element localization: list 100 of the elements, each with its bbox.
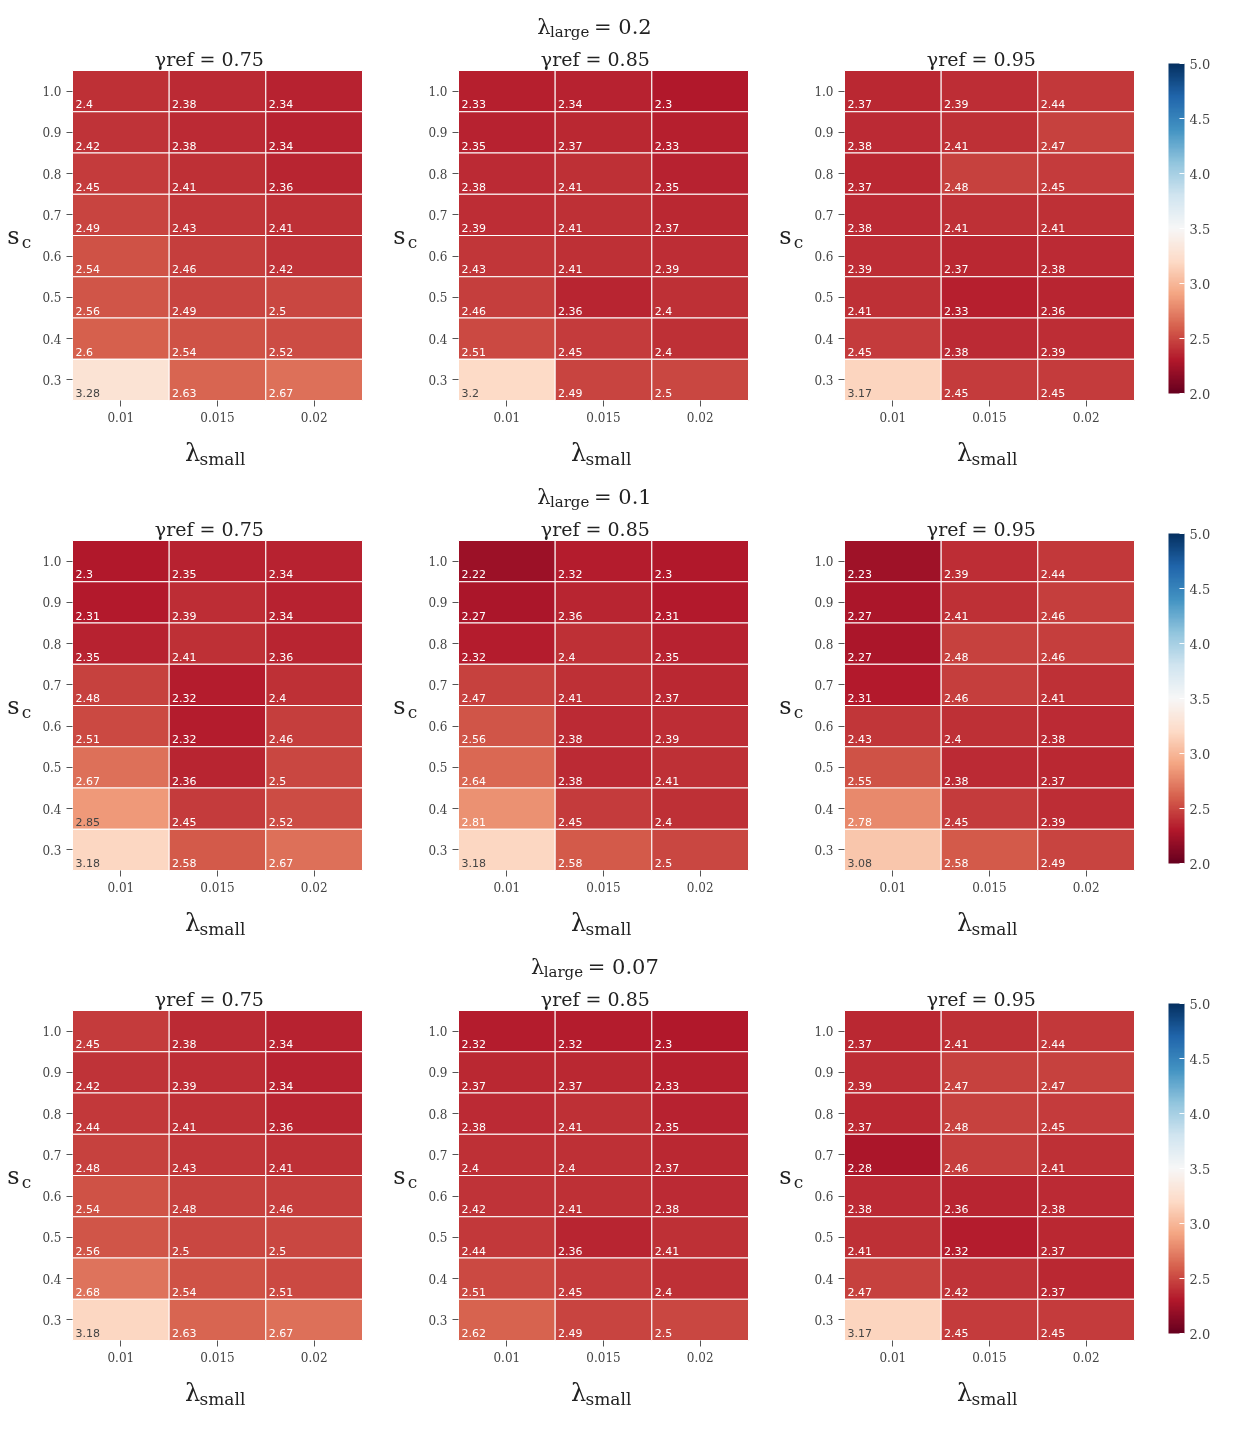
x-tick-label: 0.01 xyxy=(493,410,521,425)
y-tick-label: 0.4 xyxy=(814,332,834,347)
data-label: 2.32 xyxy=(172,692,197,706)
data-label: 2.54 xyxy=(75,1203,100,1217)
data-label: 2.38 xyxy=(172,1038,197,1052)
y-tick-label: 0.3 xyxy=(814,843,834,858)
x-tick-label: 0.01 xyxy=(493,1350,521,1365)
y-tick-label: 0.7 xyxy=(428,1148,448,1163)
color-bar-label: 4.5 xyxy=(1189,111,1211,127)
data-label: 2.34 xyxy=(268,139,294,153)
data-label: 2.34 xyxy=(268,1038,294,1052)
data-label: 2.48 xyxy=(172,1203,197,1217)
y-tick-label: 0.8 xyxy=(42,167,62,182)
data-label: 2.45 xyxy=(1040,387,1066,401)
data-label: 2.22 xyxy=(461,568,486,582)
x-tick-label: 0.01 xyxy=(107,410,135,425)
data-label: 2.37 xyxy=(1040,1285,1066,1299)
data-label: 2.37 xyxy=(1040,1244,1066,1258)
data-label: 2.39 xyxy=(654,733,680,747)
y-tick-label: 0.9 xyxy=(42,126,62,141)
data-label: 2.85 xyxy=(75,815,100,829)
color-bar-label: 5.0 xyxy=(1189,56,1211,72)
x-tick-label: 0.015 xyxy=(200,880,235,895)
y-tick-label: 0.8 xyxy=(428,1107,448,1122)
data-label: 2.31 xyxy=(847,692,872,706)
data-label: 2.48 xyxy=(944,180,969,194)
data-label: 2.35 xyxy=(654,1120,680,1134)
data-label: 2.33 xyxy=(461,98,486,112)
y-tick-label: 0.6 xyxy=(428,250,448,265)
chart-title: γref = 0.75 xyxy=(154,517,264,540)
data-label: 2.68 xyxy=(75,1285,100,1299)
data-label: 2.41 xyxy=(944,139,969,153)
data-label: 2.51 xyxy=(268,1285,294,1299)
data-label: 2.55 xyxy=(847,774,872,788)
data-label: 3.18 xyxy=(461,857,486,871)
y-tick-label: 0.3 xyxy=(814,1313,834,1328)
data-label: 2.41 xyxy=(1040,1162,1066,1176)
y-tick-label: 0.7 xyxy=(42,208,62,223)
data-label: 2.41 xyxy=(558,692,583,706)
data-label: 2.41 xyxy=(654,774,680,788)
data-label: 2.81 xyxy=(461,815,486,829)
color-bar-label: 4.0 xyxy=(1189,1106,1211,1122)
data-label: 2.41 xyxy=(268,222,294,236)
data-label: 2.43 xyxy=(461,263,486,277)
data-label: 2.38 xyxy=(558,733,583,747)
data-label: 2.39 xyxy=(172,609,197,623)
data-label: 2.52 xyxy=(268,345,294,359)
data-label: 2.39 xyxy=(1040,345,1066,359)
data-label: 2.42 xyxy=(75,139,100,153)
y-tick-label: 0.5 xyxy=(428,761,448,776)
data-label: 2.5 xyxy=(268,304,287,318)
data-label: 2.41 xyxy=(172,180,197,194)
y-tick-label: 0.5 xyxy=(428,1231,448,1246)
data-label: 2.4 xyxy=(558,650,576,664)
data-label: 2.48 xyxy=(944,1120,969,1134)
data-label: 3.28 xyxy=(75,387,100,401)
y-tick-label: 0.8 xyxy=(428,167,448,182)
data-label: 2.38 xyxy=(1040,733,1066,747)
y-tick-label: 0.3 xyxy=(42,1313,62,1328)
y-tick-label: 0.6 xyxy=(814,1190,834,1205)
data-label: 2.4 xyxy=(944,733,962,747)
data-label: 2.27 xyxy=(847,650,872,664)
x-tick-label: 0.02 xyxy=(686,1350,714,1365)
data-label: 2.44 xyxy=(1040,568,1066,582)
y-tick-label: 0.8 xyxy=(814,1107,834,1122)
data-label: 2.23 xyxy=(847,568,872,582)
data-label: 2.5 xyxy=(654,387,673,401)
data-label: 2.54 xyxy=(172,345,197,359)
data-label: 2.46 xyxy=(944,692,969,706)
y-tick-label: 0.3 xyxy=(428,1313,448,1328)
data-label: 2.49 xyxy=(558,1327,583,1341)
y-tick-label: 0.6 xyxy=(42,1190,62,1205)
y-tick-label: 0.6 xyxy=(814,250,834,265)
data-label: 2.41 xyxy=(268,1162,294,1176)
data-label: 2.38 xyxy=(847,1203,872,1217)
color-bar-label: 2.5 xyxy=(1189,1271,1211,1287)
y-tick-label: 1.0 xyxy=(42,555,62,570)
y-tick-label: 0.8 xyxy=(42,637,62,652)
data-label: 2.49 xyxy=(75,222,100,236)
y-tick-label: 0.3 xyxy=(428,373,448,388)
data-label: 2.43 xyxy=(172,222,197,236)
color-bar-label: 4.5 xyxy=(1189,581,1211,597)
data-label: 2.41 xyxy=(558,1120,583,1134)
data-label: 2.32 xyxy=(944,1244,969,1258)
data-label: 2.39 xyxy=(654,263,680,277)
data-label: 2.47 xyxy=(944,1079,969,1093)
data-label: 2.49 xyxy=(558,387,583,401)
data-label: 3.17 xyxy=(847,387,872,401)
data-label: 2.44 xyxy=(1040,1038,1066,1052)
y-tick-label: 1.0 xyxy=(428,85,448,100)
y-tick-label: 0.6 xyxy=(814,720,834,735)
chart-title: γref = 0.95 xyxy=(926,987,1036,1010)
data-label: 2.49 xyxy=(1040,857,1066,871)
data-label: 2.52 xyxy=(268,815,294,829)
data-label: 2.46 xyxy=(172,263,197,277)
data-label: 2.47 xyxy=(847,1285,872,1299)
data-label: 2.34 xyxy=(268,568,294,582)
data-label: 2.36 xyxy=(558,1244,583,1258)
data-label: 2.62 xyxy=(461,1327,486,1341)
x-tick-label: 0.01 xyxy=(107,880,135,895)
